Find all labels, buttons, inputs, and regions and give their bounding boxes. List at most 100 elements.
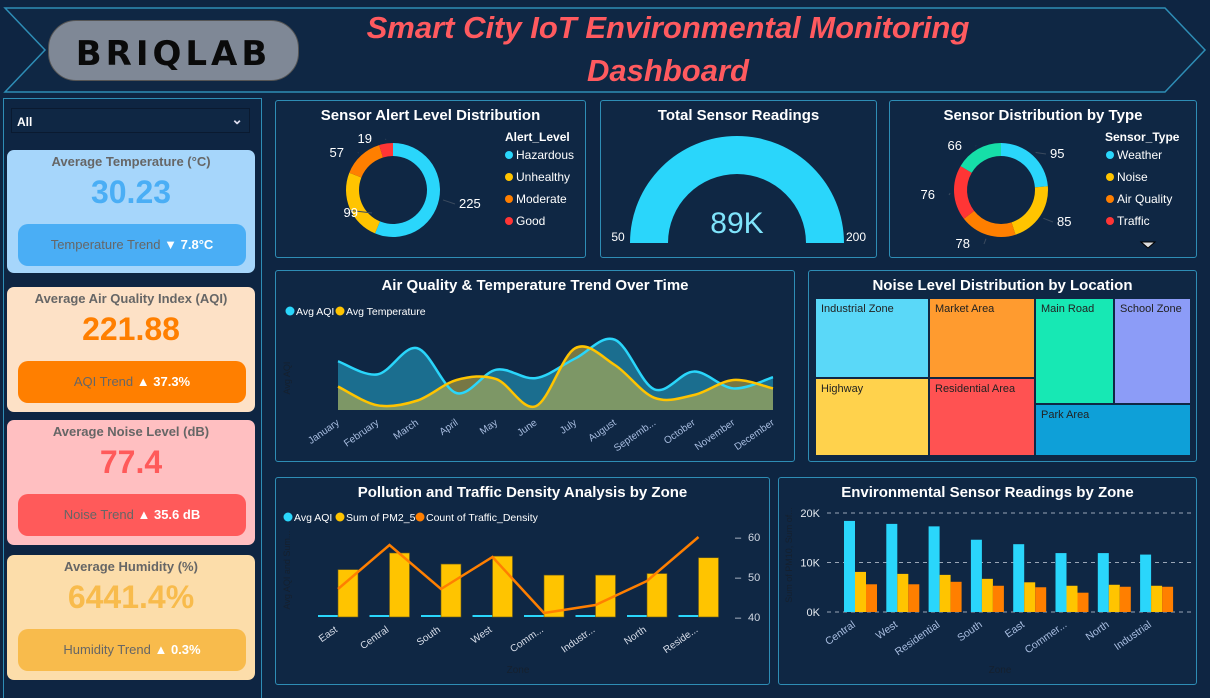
- legend-item: Avg AQI: [294, 512, 332, 524]
- y-tick-label: 20K: [800, 508, 820, 520]
- donut-slice: [1001, 143, 1048, 187]
- legend-dot: [416, 513, 425, 522]
- legend-item: Weather: [1117, 148, 1162, 162]
- data-label: 19: [358, 131, 372, 146]
- legend-dot: [505, 217, 513, 225]
- treemap-tile[interactable]: Highway: [815, 378, 929, 456]
- x-tick-label: South: [955, 619, 984, 645]
- y2-tick-label: 40: [748, 612, 760, 624]
- legend-item: Hazardous: [516, 148, 574, 162]
- x-tick-label: March: [392, 417, 421, 442]
- data-label: 78: [956, 236, 970, 251]
- treemap-tile[interactable]: Residential Area: [929, 378, 1035, 456]
- legend-item: Count of Traffic_Density: [426, 512, 539, 524]
- legend-dot: [284, 513, 293, 522]
- x-tick-label: February: [342, 417, 381, 449]
- legend-dot: [1106, 151, 1114, 159]
- leader-line: [385, 139, 386, 140]
- treemap-tile[interactable]: School Zone: [1114, 298, 1191, 404]
- leader-line: [949, 193, 950, 195]
- treemap-tile[interactable]: Industrial Zone: [815, 298, 929, 378]
- donut-slice: [961, 143, 1001, 173]
- y2-tick-dash: –: [735, 532, 742, 544]
- bar: [1109, 585, 1120, 612]
- legend-item: Avg Temperature: [346, 306, 426, 318]
- bar: [982, 579, 993, 612]
- bar: [940, 575, 951, 612]
- treemap-tile[interactable]: Market Area: [929, 298, 1035, 378]
- bar: [908, 584, 919, 612]
- x-tick-label: Septemb...: [612, 417, 658, 454]
- legend-item: Traffic: [1117, 214, 1150, 228]
- donut-slice: [349, 145, 383, 177]
- leader-line: [1043, 218, 1053, 222]
- x-tick-label: October: [662, 417, 698, 447]
- legend-item: Air Quality: [1117, 192, 1172, 206]
- x-tick-label: Central: [823, 619, 858, 648]
- legend-item: Moderate: [516, 192, 567, 206]
- legend-title: Alert_Level: [505, 130, 570, 144]
- bar: [1162, 587, 1173, 612]
- treemap-tile[interactable]: Park Area: [1035, 404, 1191, 456]
- y-axis-label: Avg AQI and Sum...: [282, 531, 292, 610]
- legend-dot: [1106, 173, 1114, 181]
- tile-label: Industrial Zone: [821, 303, 894, 315]
- x-axis-label: Zone: [507, 665, 530, 676]
- legend-dot: [505, 173, 513, 181]
- bar: [1056, 553, 1067, 612]
- bar-avg-aqi: [473, 615, 493, 617]
- tile-label: Residential Area: [935, 383, 1015, 395]
- bar-avg-aqi: [524, 615, 544, 617]
- legend-item: Good: [516, 214, 545, 228]
- leader-line: [1036, 153, 1046, 154]
- legend-dot: [336, 307, 345, 316]
- data-label: 225: [459, 196, 481, 211]
- scroll-down-icon[interactable]: [1141, 242, 1155, 248]
- bar-avg-aqi: [679, 615, 699, 617]
- y-tick-label: 10K: [800, 558, 820, 570]
- y2-tick-dash: –: [735, 572, 742, 584]
- bar: [1098, 553, 1109, 612]
- tile-label: Highway: [821, 383, 863, 395]
- bar-pm25: [493, 556, 513, 617]
- gauge-min: 50: [611, 230, 625, 244]
- bar: [844, 521, 855, 612]
- legend-dot: [336, 513, 345, 522]
- legend-dot: [1106, 217, 1114, 225]
- bar-avg-aqi: [627, 615, 647, 617]
- bar-avg-aqi: [576, 615, 596, 617]
- x-tick-label: November: [693, 417, 738, 453]
- data-label: 57: [330, 145, 344, 160]
- bar: [971, 540, 982, 612]
- legend-item: Sum of PM2_5: [346, 512, 416, 524]
- y2-tick-label: 50: [748, 572, 760, 584]
- bar: [929, 526, 940, 612]
- bar: [1013, 544, 1024, 612]
- donut-slice: [375, 143, 440, 237]
- donut-slice: [346, 173, 380, 234]
- legend-item: Noise: [1117, 170, 1148, 184]
- legend-item: Avg AQI: [296, 306, 334, 318]
- donut-slice: [1012, 186, 1048, 234]
- data-label: 85: [1057, 214, 1071, 229]
- x-tick-label: West: [469, 624, 494, 646]
- x-tick-label: Reside...: [662, 624, 701, 656]
- legend-dot: [505, 151, 513, 159]
- legend-dot: [505, 195, 513, 203]
- leader-line: [443, 200, 455, 204]
- x-tick-label: South: [415, 624, 443, 648]
- gauge-value: 89K: [710, 207, 763, 240]
- bar: [993, 586, 1004, 612]
- gauge-max: 200: [846, 230, 866, 244]
- bar-pm25: [699, 558, 719, 617]
- legend-dot: [1106, 195, 1114, 203]
- data-label: 66: [948, 138, 962, 153]
- x-tick-label: July: [558, 417, 579, 436]
- tile-label: Market Area: [935, 303, 994, 315]
- donut-slice: [954, 166, 974, 219]
- treemap-tile[interactable]: Main Road: [1035, 298, 1114, 404]
- x-tick-label: January: [306, 417, 341, 446]
- y-axis-label: Avg AQI: [282, 362, 292, 395]
- bar: [886, 524, 897, 612]
- leader-line: [984, 239, 986, 244]
